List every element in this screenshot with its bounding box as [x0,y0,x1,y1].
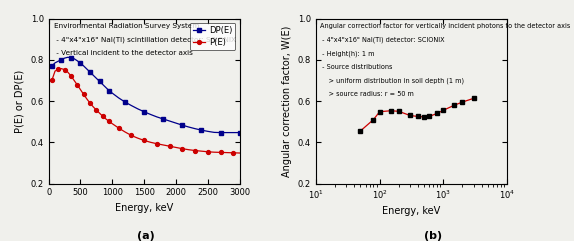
P(E) [93,109,100,112]
DP(E) [147,113,154,116]
DP(E) [106,89,113,92]
DP(E) [115,96,122,99]
Text: - 4"x4"x16" NaI(Tl) detector: SCIONIX: - 4"x4"x16" NaI(Tl) detector: SCIONIX [320,37,444,43]
DP(E) [141,110,148,113]
P(E) [128,134,135,137]
P(E) [96,112,103,115]
DP(E) [83,67,90,70]
DP(E) [55,60,61,63]
P(E) [74,83,81,86]
P(E) [204,150,211,153]
DP(E) [153,115,160,118]
DP(E) [230,131,236,134]
DP(E) [160,118,166,120]
DP(E) [103,86,110,89]
P(E) [141,139,148,142]
P(E) [83,98,90,100]
DP(E) [204,130,211,133]
DP(E) [198,129,205,132]
DP(E) [134,107,141,110]
P(E) [61,68,68,71]
Y-axis label: Angular correction factor, W(E): Angular correction factor, W(E) [282,25,292,177]
DP(E) [48,65,55,67]
DP(E) [122,100,129,103]
P(E) [134,137,141,140]
DP(E) [61,57,68,60]
Text: Angular correction factor for vertically incident photons to the detector axis: Angular correction factor for vertically… [320,23,570,29]
Text: - 4"x4"x16" NaI(Tl) scintillation detector: SCIONIX: - 4"x4"x16" NaI(Tl) scintillation detect… [55,37,236,43]
DP(E) [80,65,87,67]
Text: - Vertical incident to the detector axis: - Vertical incident to the detector axis [55,50,193,56]
P(E) [55,68,61,71]
P(E) [77,88,84,91]
P(E) [58,67,65,70]
Text: Environmental Radiation Survey System: Environmental Radiation Survey System [55,23,200,29]
P(E) [179,147,186,150]
X-axis label: Energy, keV: Energy, keV [382,206,441,216]
P(E) [109,122,116,125]
P(E) [211,151,218,154]
Line: DP(E): DP(E) [50,55,242,134]
DP(E) [93,77,100,80]
P(E) [230,151,236,154]
P(E) [173,146,180,149]
P(E) [90,105,96,108]
Line: P(E): P(E) [50,67,242,155]
DP(E) [77,62,84,65]
DP(E) [223,131,230,134]
DP(E) [71,57,77,60]
DP(E) [74,59,81,62]
P(E) [217,151,224,154]
Text: > uniform distribution in soil depth (1 m): > uniform distribution in soil depth (1 … [320,77,464,84]
P(E) [147,141,154,144]
DP(E) [68,56,75,59]
DP(E) [217,131,224,134]
Text: - Source distributions: - Source distributions [320,64,392,70]
DP(E) [211,131,218,134]
DP(E) [109,92,116,95]
DP(E) [52,61,59,64]
Text: - Height(h): 1 m: - Height(h): 1 m [320,50,374,57]
DP(E) [128,104,135,107]
P(E) [80,93,87,96]
DP(E) [99,83,106,86]
Text: (a): (a) [138,231,155,241]
P(E) [185,148,192,151]
P(E) [64,71,71,74]
P(E) [236,152,243,154]
Y-axis label: P(E) or DP(E): P(E) or DP(E) [15,69,25,133]
P(E) [68,74,75,77]
P(E) [48,79,55,82]
P(E) [223,151,230,154]
Text: > source radius: r = 50 m: > source radius: r = 50 m [320,91,414,97]
P(E) [166,145,173,148]
P(E) [71,79,77,82]
P(E) [122,131,129,134]
DP(E) [87,71,94,74]
DP(E) [236,131,243,134]
P(E) [87,102,94,105]
DP(E) [173,122,180,125]
DP(E) [64,56,71,59]
Legend: DP(E), P(E): DP(E), P(E) [189,23,235,50]
P(E) [52,70,59,73]
Text: (b): (b) [424,231,443,241]
X-axis label: Energy, keV: Energy, keV [115,203,173,213]
P(E) [103,118,110,120]
P(E) [106,120,113,123]
P(E) [99,115,106,118]
P(E) [192,149,199,152]
DP(E) [58,58,65,61]
P(E) [115,127,122,129]
DP(E) [90,74,96,77]
DP(E) [96,80,103,83]
DP(E) [185,126,192,128]
P(E) [198,150,205,153]
P(E) [160,144,166,147]
DP(E) [179,124,186,127]
DP(E) [192,127,199,130]
DP(E) [166,120,173,122]
P(E) [153,142,160,145]
